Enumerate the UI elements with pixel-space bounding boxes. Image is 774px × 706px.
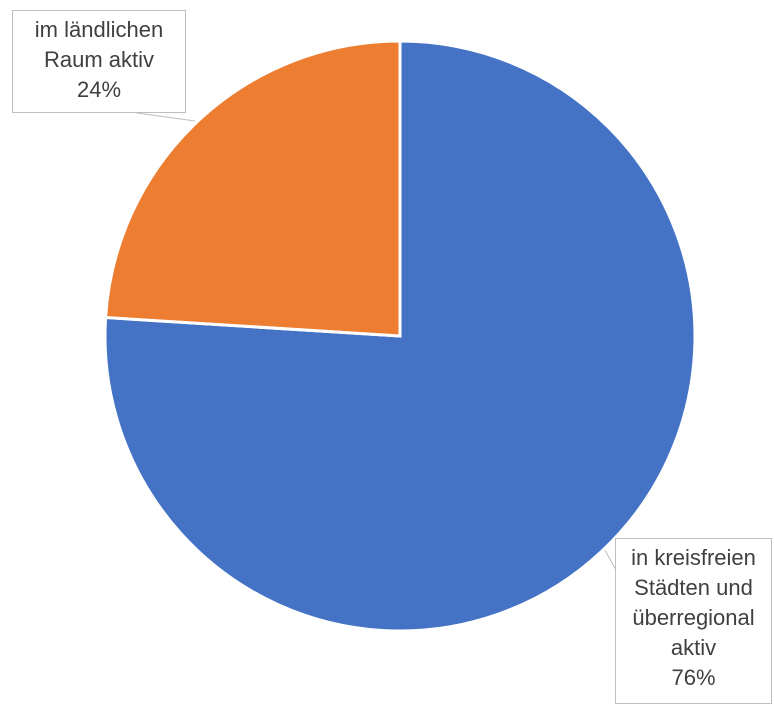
value-label: 24% bbox=[76, 77, 122, 102]
data-label: in kreisfreien Städten und überregional … bbox=[615, 538, 772, 704]
data-label: im ländlichen Raum aktiv 24% bbox=[12, 10, 186, 113]
pie-slice bbox=[103, 39, 402, 338]
category-label: im ländlichen Raum aktiv bbox=[34, 17, 164, 72]
pie-slice bbox=[103, 39, 697, 633]
category-label: in kreisfreien Städten und überregional … bbox=[631, 545, 756, 660]
leader-line bbox=[129, 111, 196, 122]
value-label: 76% bbox=[671, 665, 716, 690]
